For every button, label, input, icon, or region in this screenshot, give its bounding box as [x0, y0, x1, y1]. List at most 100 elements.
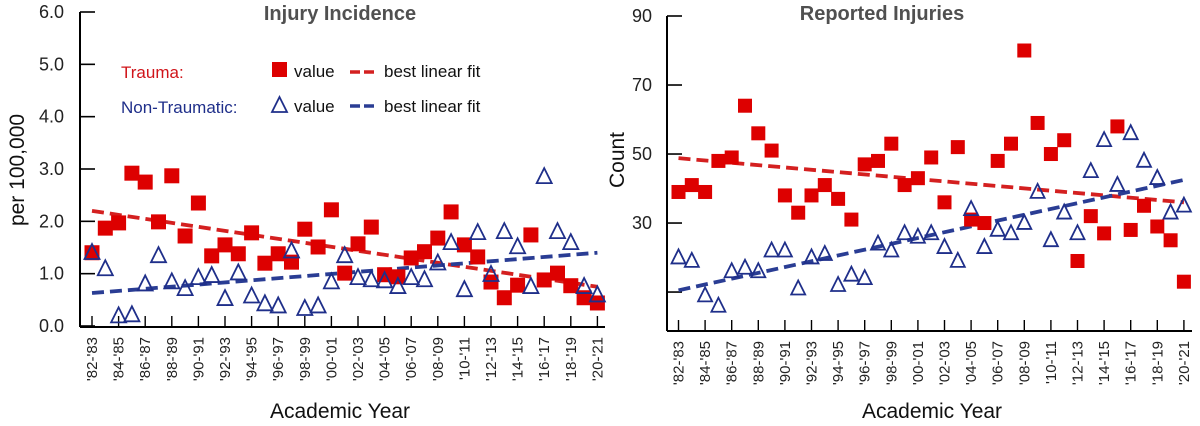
- nontraumatic-point: [683, 250, 701, 268]
- nontraumatic-point: [749, 261, 767, 279]
- trauma-point: [950, 140, 965, 155]
- nontraumatic-point: [1002, 223, 1020, 241]
- nontraumatic-point: [428, 252, 447, 271]
- x-tick-label: '20-'21: [589, 337, 606, 381]
- trauma-point: [84, 245, 100, 261]
- nontraumatic-point: [842, 264, 860, 282]
- nontraumatic-point: [468, 222, 487, 241]
- trauma-point: [97, 220, 113, 236]
- nontraumatic-point: [83, 242, 101, 260]
- x-tick-label: '98-'99: [883, 341, 900, 385]
- trauma-point: [217, 237, 233, 253]
- nontraumatic-point: [508, 236, 527, 255]
- x-tick-label: '96-'97: [270, 337, 287, 381]
- trauma-point: [1110, 119, 1125, 134]
- trauma-point: [1137, 198, 1151, 213]
- trauma-point: [1097, 226, 1112, 241]
- trauma-point: [817, 178, 832, 193]
- x-tick-label: '82-'83: [671, 341, 688, 385]
- trauma-point: [871, 153, 885, 168]
- trauma-point: [964, 212, 979, 227]
- nontraumatic-point: [975, 237, 993, 254]
- nontraumatic-point: [1148, 168, 1166, 185]
- trauma-point: [190, 195, 206, 211]
- x-axis-label: Academic Year: [270, 400, 410, 423]
- trauma-point: [671, 184, 686, 199]
- x-tick-label: '94-'95: [830, 341, 847, 385]
- nontraumatic-point: [1055, 202, 1073, 220]
- nontraumatic-point: [803, 247, 820, 265]
- trauma-point: [1057, 133, 1072, 148]
- trauma-point: [137, 174, 153, 190]
- nontraumatic-point: [1122, 123, 1140, 141]
- trauma-point: [1070, 253, 1085, 268]
- trauma-point: [377, 267, 393, 283]
- nontraumatic-point: [776, 240, 794, 258]
- trauma-point: [1150, 219, 1165, 234]
- x-axis-label: Academic Year: [862, 400, 1002, 423]
- trauma-point: [244, 225, 260, 241]
- nontraumatic-point: [548, 221, 567, 240]
- trauma-point: [857, 157, 872, 172]
- x-tick-label: '20-'21: [1176, 341, 1193, 385]
- nontraumatic-point: [455, 279, 474, 298]
- trauma-fit-line: [678, 156, 1185, 205]
- x-tick-label: '90-'91: [777, 341, 794, 385]
- x-tick-label: '02-'03: [350, 337, 367, 381]
- trauma-point: [589, 295, 605, 311]
- trauma-point: [350, 236, 366, 252]
- trauma-point: [443, 204, 459, 220]
- trauma-point: [417, 244, 432, 260]
- y-tick-label: 1.0: [39, 264, 64, 284]
- y-tick-label: 0.0: [39, 316, 64, 336]
- nontraumatic-point: [723, 261, 741, 279]
- nontraumatic-point: [482, 264, 500, 282]
- x-tick-label: '84-'85: [697, 341, 714, 385]
- nontraumatic-point: [535, 166, 554, 185]
- chart-title: Injury Incidence: [264, 3, 416, 25]
- trauma-point: [977, 216, 992, 231]
- x-tick-label: '16-'17: [536, 337, 553, 381]
- trauma-point: [310, 239, 326, 255]
- trauma-point: [684, 178, 699, 193]
- trauma-point: [937, 195, 952, 210]
- x-tick-label: '82-'83: [84, 337, 101, 381]
- y-tick-label: 4.0: [39, 107, 64, 127]
- nontraumatic-point: [962, 199, 980, 217]
- legend-nontraumatic-fit-label: best linear fit: [384, 97, 481, 116]
- trauma-point: [884, 136, 899, 151]
- trauma-point: [990, 153, 1005, 168]
- reported-injuries-chart: Reported Injuries Count Academic Year 30…: [606, 3, 1193, 423]
- nontraumatic-point: [1095, 130, 1113, 147]
- trauma-point: [777, 188, 792, 203]
- trauma-point: [1176, 274, 1191, 289]
- x-tick-label: '00-'01: [910, 341, 927, 385]
- x-tick-label: '06-'07: [990, 341, 1007, 385]
- trauma-point: [297, 221, 313, 237]
- x-tick-label: '92-'93: [804, 341, 821, 385]
- trauma-point: [470, 249, 486, 265]
- nontraumatic-point: [242, 285, 261, 304]
- nontraumatic-point: [521, 276, 540, 294]
- trauma-point: [698, 184, 713, 199]
- nontraumatic-point: [375, 270, 394, 289]
- nontraumatic-point: [561, 232, 580, 250]
- nontraumatic-point: [909, 226, 927, 244]
- legend-trauma-fit-label: best linear fit: [384, 62, 481, 81]
- x-tick-label: '02-'03: [937, 341, 954, 385]
- y-tick-label: 70: [632, 75, 652, 95]
- trauma-point: [230, 246, 246, 262]
- x-tick-label: '84-'85: [111, 337, 128, 381]
- trauma-point: [257, 255, 273, 271]
- x-tick-label: '14-'15: [510, 337, 527, 381]
- legend-nontraumatic-value-label: value: [294, 97, 335, 116]
- nontraumatic-point: [949, 250, 967, 268]
- x-tick-label: '08-'09: [1016, 341, 1033, 385]
- trauma-point: [791, 205, 806, 220]
- nontraumatic-point: [816, 243, 834, 261]
- y-axis-label: per 100,000: [6, 114, 29, 226]
- trauma-point: [1043, 147, 1058, 162]
- x-tick-label: '10-'11: [1043, 341, 1060, 384]
- trauma-point: [910, 171, 925, 186]
- x-tick-label: '90-'91: [190, 337, 207, 381]
